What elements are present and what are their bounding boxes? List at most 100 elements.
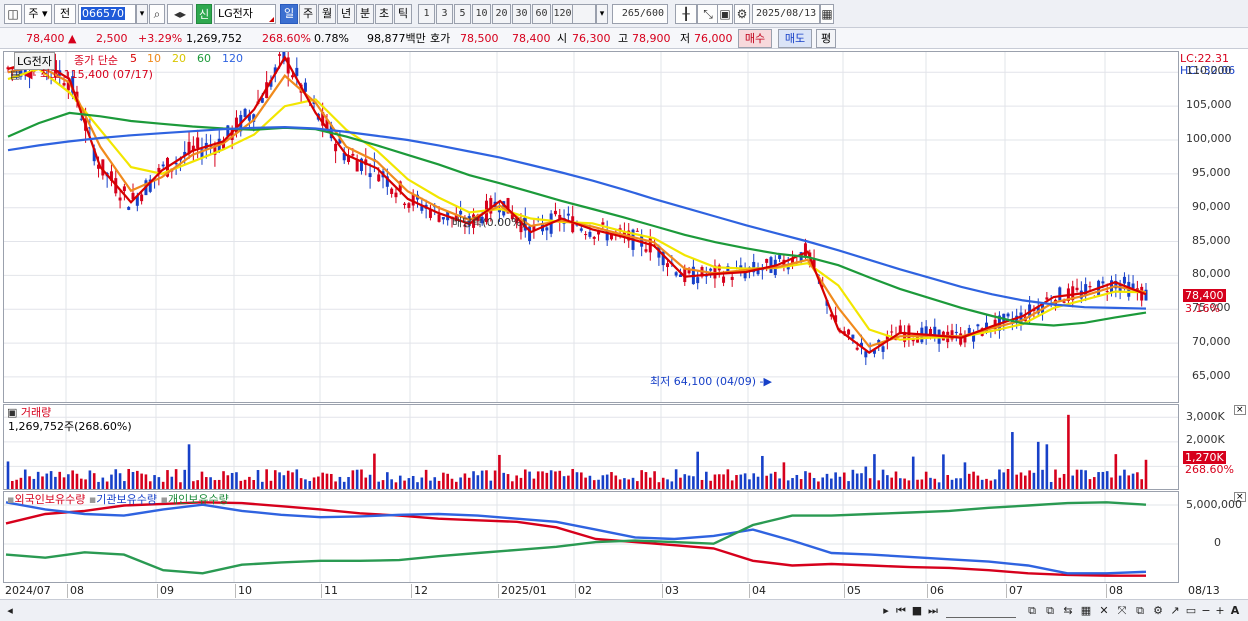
candle-body bbox=[933, 326, 937, 337]
chart-menu-icon[interactable]: ▤ bbox=[10, 68, 21, 81]
volume-bar bbox=[705, 471, 708, 489]
candle-body bbox=[278, 54, 282, 56]
eval-button[interactable]: 평 bbox=[816, 29, 836, 48]
volume-ytick: 3,000K bbox=[1186, 410, 1225, 423]
period-tab[interactable]: 년 bbox=[337, 4, 355, 24]
buy-button[interactable]: 매수 bbox=[738, 29, 772, 48]
close-panel-icon[interactable]: × bbox=[1234, 492, 1246, 502]
zoom-slider[interactable] bbox=[946, 603, 1016, 618]
pointer-icon[interactable]: ↗ bbox=[1170, 604, 1180, 617]
candle-body bbox=[71, 76, 75, 93]
volume-bar bbox=[1114, 454, 1118, 489]
volume-bar bbox=[963, 462, 967, 489]
volume-bar bbox=[791, 478, 794, 489]
scroll-right-icon[interactable]: ▸ bbox=[883, 604, 889, 617]
period-tab[interactable]: 틱 bbox=[394, 4, 412, 24]
search-icon[interactable]: ⌕ bbox=[149, 4, 165, 24]
volume-bar bbox=[653, 471, 656, 489]
volume-bar bbox=[640, 470, 643, 489]
price-chart-panel[interactable] bbox=[3, 51, 1179, 403]
volume-bar bbox=[924, 471, 928, 489]
candle-body bbox=[864, 351, 868, 358]
period-tab[interactable]: 일 bbox=[280, 4, 298, 24]
high-marker: ◀- 최고 115,400 (07/17) bbox=[24, 68, 153, 81]
tool-icon[interactable]: ⤧ bbox=[1117, 604, 1127, 617]
volume-bar bbox=[390, 479, 393, 489]
calendar-icon[interactable]: ▦ bbox=[820, 4, 834, 24]
copy-icon[interactable]: ⧉ bbox=[1136, 604, 1144, 617]
volume-bar bbox=[623, 478, 626, 489]
gear-icon[interactable]: ⚙ bbox=[734, 4, 750, 24]
panel-icon[interactable]: ▭ bbox=[1185, 604, 1197, 617]
interval-button[interactable]: 30 bbox=[512, 4, 531, 24]
save-icon[interactable]: ▣ bbox=[717, 4, 733, 24]
scroll-bar[interactable]: ◂ ▸ ⏮ ■ ⏭ ⧉ ⧉ ⇆ ▦ ✕ ⤧ ⧉ ⚙ ↗ ▭ − + A bbox=[0, 599, 1248, 621]
interval-button[interactable]: 3 bbox=[436, 4, 453, 24]
holders-panel[interactable] bbox=[3, 491, 1179, 583]
stock-code-dropdown[interactable]: ▾ bbox=[136, 4, 148, 24]
candle-body bbox=[916, 336, 920, 343]
period-tab[interactable]: 초 bbox=[375, 4, 393, 24]
period-tab[interactable]: 주 bbox=[299, 4, 317, 24]
interval-button[interactable]: 60 bbox=[532, 4, 551, 24]
interval-button[interactable]: 20 bbox=[492, 4, 511, 24]
font-size-icon[interactable]: A bbox=[1230, 604, 1240, 617]
new-badge: 신 bbox=[196, 4, 212, 24]
quote-bar: 78,400 ▲ 2,500 +3.29% 1,269,752 268.60% … bbox=[0, 28, 1248, 49]
volume-bar bbox=[295, 469, 299, 489]
volume-bar bbox=[1075, 469, 1079, 489]
first-page-icon[interactable]: ⏮ bbox=[896, 604, 906, 617]
range-button[interactable]: 전 bbox=[54, 4, 76, 24]
period-tab[interactable]: 월 bbox=[318, 4, 336, 24]
cross-icon[interactable]: ✕ bbox=[1099, 604, 1109, 617]
volume-bar bbox=[773, 471, 777, 489]
drawing-tool-icon[interactable]: ⤡ bbox=[697, 4, 719, 24]
interval-button[interactable]: 5 bbox=[454, 4, 471, 24]
sound-icon[interactable]: ◂▸ bbox=[167, 4, 193, 24]
volume-bar bbox=[317, 476, 320, 489]
candle-body bbox=[334, 143, 338, 152]
volume-bar bbox=[1067, 414, 1070, 489]
volume-bar bbox=[989, 480, 993, 489]
zoom-in-icon[interactable]: + bbox=[1215, 604, 1225, 617]
bar-count-field[interactable]: 265/600 bbox=[612, 4, 668, 24]
last-page-icon[interactable]: ⏭ bbox=[928, 604, 938, 617]
grid-icon[interactable]: ▦ bbox=[1080, 604, 1092, 617]
stop-icon[interactable]: ■ bbox=[911, 604, 923, 617]
compare-icon[interactable]: ⇆ bbox=[1063, 604, 1073, 617]
volume-bar bbox=[580, 472, 583, 489]
sell-button[interactable]: 매도 bbox=[778, 29, 812, 48]
scroll-left-icon[interactable]: ◂ bbox=[7, 604, 13, 617]
candle-type-icon[interactable]: ╂ bbox=[675, 4, 697, 24]
candle-body bbox=[174, 162, 178, 165]
x-axis-separator bbox=[411, 584, 412, 598]
blank-select-dropdown[interactable]: ▾ bbox=[596, 4, 608, 24]
stock-code-input[interactable]: 066570 bbox=[78, 4, 136, 24]
layout-icon[interactable]: ⧉ bbox=[1028, 604, 1036, 617]
candle-body bbox=[183, 151, 187, 156]
period-select[interactable]: 주 ▾ bbox=[24, 4, 52, 24]
close-panel-icon[interactable]: × bbox=[1234, 405, 1246, 415]
settings-icon[interactable]: ⚙ bbox=[1153, 604, 1163, 617]
volume-bar bbox=[179, 482, 182, 489]
candle-body bbox=[62, 83, 66, 86]
interval-button[interactable]: 120 bbox=[552, 4, 573, 24]
period-tab[interactable]: 분 bbox=[356, 4, 374, 24]
volume-panel[interactable] bbox=[3, 404, 1179, 490]
volume-bar bbox=[692, 476, 695, 489]
candle-body bbox=[959, 333, 963, 345]
volume-bar bbox=[532, 478, 536, 489]
volume-bar bbox=[368, 474, 372, 489]
price-ytick: 80,000 bbox=[1192, 267, 1231, 281]
chart-window-icon[interactable]: ◫ bbox=[4, 4, 22, 24]
interval-button[interactable]: 10 bbox=[472, 4, 491, 24]
stock-name-field[interactable]: LG전자 bbox=[214, 4, 276, 24]
blank-select[interactable] bbox=[572, 4, 596, 24]
date-field[interactable]: 2025/08/13 bbox=[752, 4, 820, 24]
layout-icon[interactable]: ⧉ bbox=[1046, 604, 1054, 617]
zoom-out-icon[interactable]: − bbox=[1201, 604, 1211, 617]
volume-bar bbox=[618, 479, 622, 489]
interval-button[interactable]: 1 bbox=[418, 4, 435, 24]
candle-body bbox=[109, 171, 113, 181]
volume-bar bbox=[226, 475, 230, 489]
